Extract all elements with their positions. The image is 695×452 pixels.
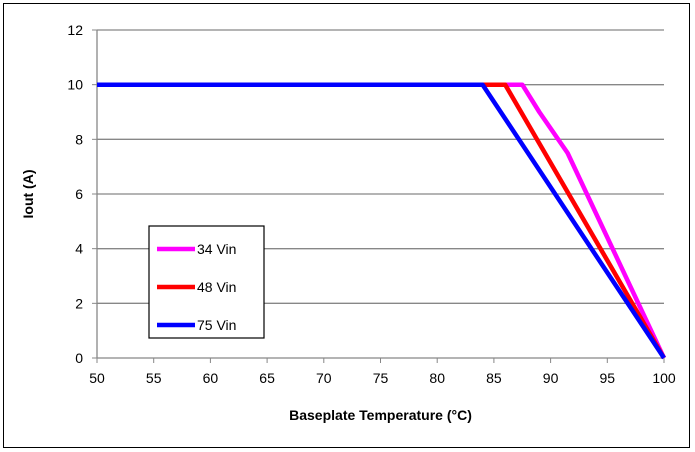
x-tick-label: 50 xyxy=(89,370,105,386)
x-tick-label: 70 xyxy=(316,370,332,386)
x-tick-label: 100 xyxy=(652,370,676,386)
y-tick-label: 4 xyxy=(75,241,83,257)
legend-label: 75 Vin xyxy=(197,317,236,333)
series-line-75-vin xyxy=(97,82,666,360)
legend-label: 48 Vin xyxy=(197,279,236,295)
x-tick-label: 55 xyxy=(146,370,162,386)
y-tick-label: 2 xyxy=(75,295,83,311)
legend-box xyxy=(148,225,265,339)
y-tick-label: 10 xyxy=(67,77,83,93)
y-tick-label: 0 xyxy=(75,350,83,366)
x-tick-label: 95 xyxy=(600,370,616,386)
series-lines xyxy=(97,82,667,360)
x-tick-label: 85 xyxy=(486,370,502,386)
y-tick-label: 8 xyxy=(75,131,83,147)
y-tick-label: 12 xyxy=(67,22,83,38)
y-axis-title: Iout (A) xyxy=(20,170,36,219)
legend: 34 Vin 48 Vin 75 Vin xyxy=(148,225,265,339)
x-axis-title: Baseplate Temperature (°C) xyxy=(289,407,472,423)
x-tick-label: 65 xyxy=(259,370,275,386)
y-tick-label: 6 xyxy=(75,186,83,202)
legend-label: 34 Vin xyxy=(197,241,236,257)
x-tick-label: 75 xyxy=(373,370,389,386)
tick-labels: 0 2 4 6 8 10 12 50 55 60 65 70 75 80 85 90 95 100 xyxy=(67,22,675,386)
x-tick-label: 60 xyxy=(203,370,219,386)
x-tick-label: 90 xyxy=(543,370,559,386)
x-tick-label: 80 xyxy=(429,370,445,386)
